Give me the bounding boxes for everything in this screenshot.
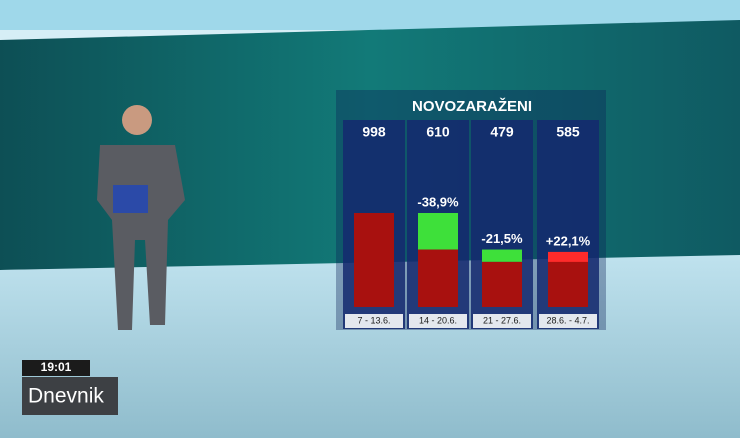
bar bbox=[482, 261, 522, 307]
value-label: 479 bbox=[490, 124, 514, 140]
show-name: Dnevnik bbox=[28, 385, 104, 408]
value-label: 610 bbox=[426, 124, 450, 140]
category-box bbox=[409, 314, 467, 328]
x-tick-label: 21 - 27.6. bbox=[483, 315, 521, 325]
time-badge: 19:01 Dnevnik bbox=[22, 360, 118, 415]
show-box bbox=[22, 377, 118, 415]
category-box bbox=[473, 314, 531, 328]
x-tick-label: 14 - 20.6. bbox=[419, 315, 457, 325]
change-label: +22,1% bbox=[546, 233, 591, 248]
x-tick-label: 28.6. - 4.7. bbox=[546, 315, 589, 325]
value-label: 585 bbox=[556, 124, 580, 140]
decrease-segment bbox=[418, 213, 458, 250]
x-tick-label: 7 - 13.6. bbox=[357, 315, 390, 325]
time: 19:01 bbox=[41, 360, 72, 374]
bar bbox=[354, 213, 394, 307]
value-label: 998 bbox=[362, 124, 386, 140]
change-label: -38,9% bbox=[417, 194, 459, 209]
category-box bbox=[539, 314, 597, 328]
change-label: -21,5% bbox=[481, 231, 523, 246]
time-box bbox=[22, 360, 90, 376]
bar bbox=[418, 249, 458, 307]
presenter bbox=[97, 105, 185, 330]
decrease-segment bbox=[482, 249, 522, 262]
chart-title: NOVOZARAŽENI bbox=[412, 97, 532, 115]
category-box bbox=[345, 314, 403, 328]
previous-level bbox=[548, 261, 588, 307]
